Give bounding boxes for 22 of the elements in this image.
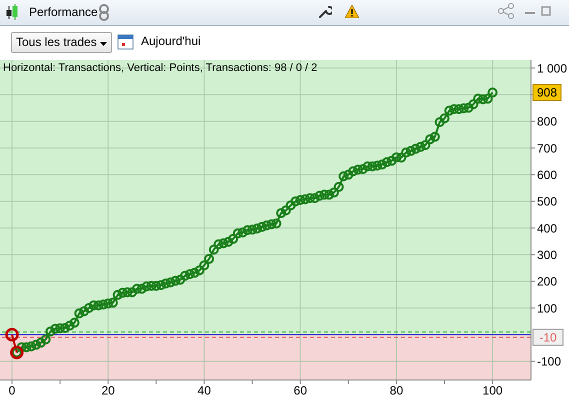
y-tick-label: 200 (537, 274, 558, 289)
x-tick-label: 20 (101, 384, 116, 398)
y-tick-label: 800 (537, 114, 558, 129)
chart-title: Horizontal: Transactions, Vertical: Points, Transactions: 98 / 0 / 2 (3, 62, 318, 74)
text: Aujourd'hui (141, 34, 201, 48)
y-tick-label: 300 (537, 248, 558, 262)
x-tick-label: 80 (390, 384, 404, 398)
x-tick-label: 100 (482, 384, 503, 398)
x-tick-label: 60 (294, 384, 308, 398)
y-tick-label: 600 (537, 168, 558, 182)
x-tick-label: 0 (8, 384, 16, 398)
text: 908 (536, 86, 558, 100)
y-tick-label: 1 000 (537, 61, 568, 76)
y-tick-label: -100 (537, 354, 562, 369)
x-tick-label: 40 (198, 384, 212, 398)
y-tick-label: 700 (537, 141, 558, 156)
text: Performance (29, 5, 98, 19)
y-tick-label: 100 (537, 301, 558, 316)
text: Tous les trades (11, 32, 112, 53)
ref-line-label: -10 (539, 330, 557, 344)
y-tick-label: 500 (537, 194, 558, 209)
y-tick-label: 400 (537, 221, 558, 236)
